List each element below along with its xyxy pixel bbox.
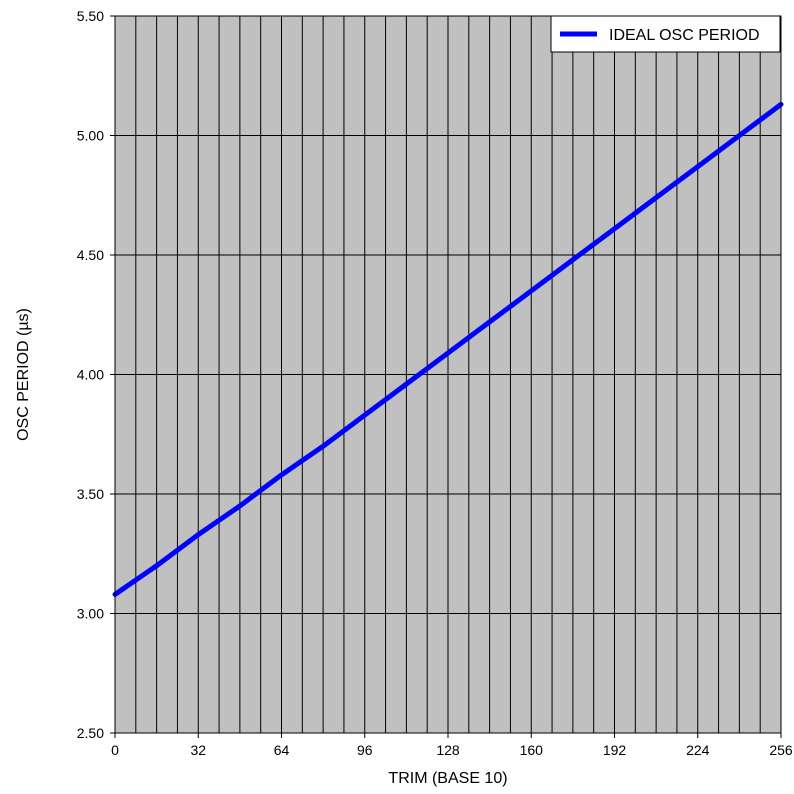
y-axis-label: OSC PERIOD (µs) — [15, 308, 32, 441]
gridlines — [114, 15, 782, 734]
x-axis-tick-labels: 0 32 64 96 128 160 192 224 256 — [111, 733, 793, 758]
y-axis-tick-labels: 2.50 3.00 3.50 4.00 4.50 5.00 5.50 — [77, 8, 115, 741]
x-tick-label: 0 — [111, 742, 119, 758]
y-tick-label: 4.00 — [77, 367, 104, 383]
series-line-ideal-osc-period — [112, 101, 784, 597]
x-tick-label: 64 — [274, 742, 290, 758]
y-tick-label: 5.50 — [77, 8, 104, 24]
y-tick-label: 5.00 — [77, 128, 104, 144]
legend-label-ideal-osc-period: IDEAL OSC PERIOD — [609, 27, 760, 44]
x-tick-label: 160 — [520, 742, 544, 758]
x-tick-label: 32 — [190, 742, 206, 758]
x-tick-label: 192 — [603, 742, 627, 758]
y-tick-label: 3.50 — [77, 486, 104, 502]
x-axis-label: TRIM (BASE 10) — [388, 770, 507, 787]
y-tick-label: 2.50 — [77, 725, 104, 741]
y-tick-label: 4.50 — [77, 247, 104, 263]
plot-border — [114, 15, 782, 734]
x-tick-label: 224 — [686, 742, 710, 758]
y-tick-label: 3.00 — [77, 606, 104, 622]
legend: IDEAL OSC PERIOD — [550, 15, 781, 53]
x-tick-label: 96 — [357, 742, 373, 758]
x-tick-label: 128 — [436, 742, 460, 758]
x-tick-label: 256 — [769, 742, 793, 758]
